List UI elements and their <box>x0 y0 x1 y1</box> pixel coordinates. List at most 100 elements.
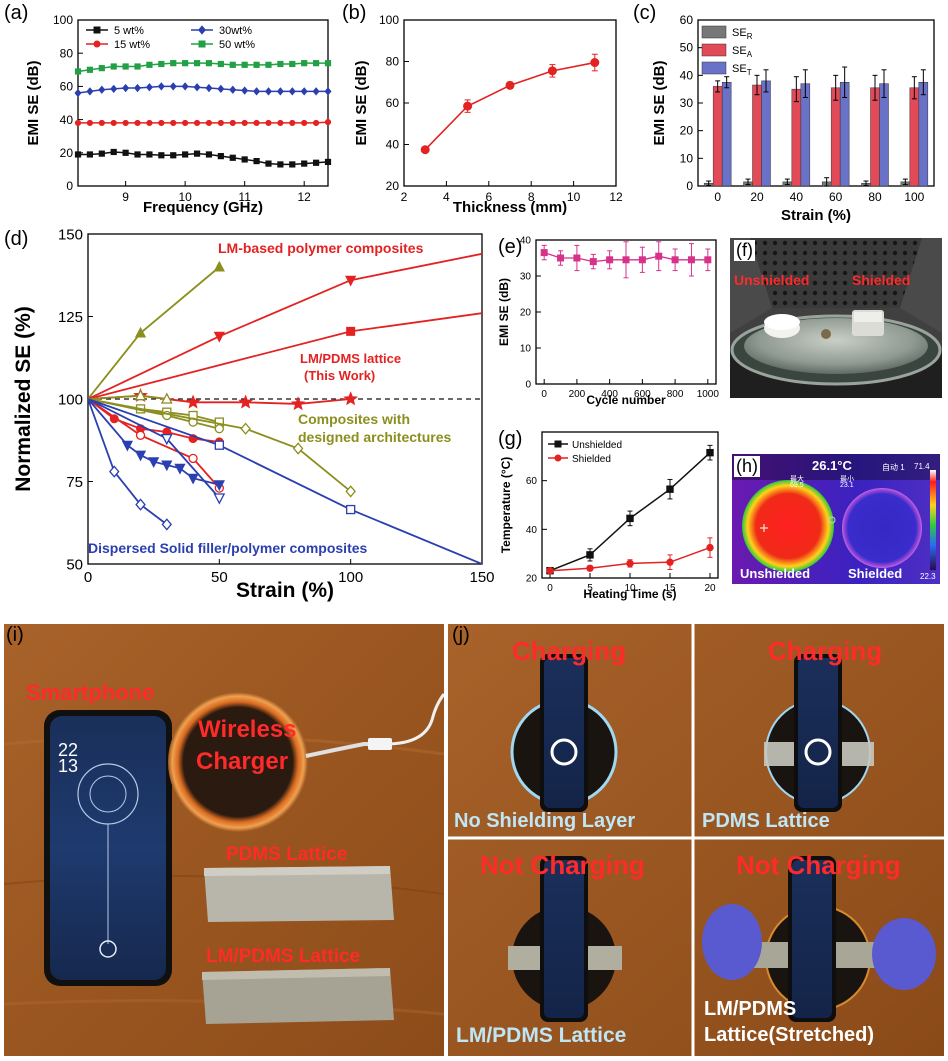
data-point <box>193 150 201 157</box>
legend-subscript: A <box>747 50 753 59</box>
data-point <box>324 158 332 166</box>
legend-label: 15 wt% <box>114 39 150 51</box>
data-point <box>253 119 260 127</box>
data-point <box>586 564 594 572</box>
photo-h-unshielded-label: Unshielded <box>740 566 811 581</box>
data-point <box>134 63 141 70</box>
bar <box>752 84 762 187</box>
bar <box>870 87 880 187</box>
y-tick-label: 10 <box>680 151 694 165</box>
photo-j-bl-status: Not Charging <box>480 850 645 880</box>
y-tick-label: 40 <box>60 113 74 127</box>
data-point <box>157 82 165 91</box>
bar <box>800 83 811 187</box>
photo-i-charger-label-1: Wireless <box>198 716 297 743</box>
series-line <box>77 62 328 73</box>
data-point <box>193 119 201 127</box>
data-point <box>110 119 117 127</box>
data-point <box>590 58 600 68</box>
x-tick-label: 5 <box>587 583 593 594</box>
legend-label: SER <box>732 27 753 41</box>
data-point <box>687 256 695 264</box>
photo-h-min-value: 23.1 <box>840 482 854 489</box>
photo-h-temp-readout: 26.1°C <box>812 458 852 473</box>
data-point <box>74 151 82 158</box>
y-tick-label: 60 <box>526 476 538 487</box>
y-tick-label: 30 <box>680 96 694 110</box>
data-point <box>146 151 153 158</box>
data-point <box>213 493 226 505</box>
annotation-label: LM-based polymer composites <box>218 240 424 256</box>
x-tick-label: 50 <box>211 569 228 586</box>
data-point <box>98 119 105 127</box>
y-tick-label: 100 <box>379 13 399 27</box>
x-axis-label: Frequency (GHz) <box>143 199 263 216</box>
y-tick-label: 40 <box>386 138 400 152</box>
data-point <box>622 256 630 264</box>
data-point <box>265 160 272 167</box>
data-point <box>301 119 308 127</box>
data-point <box>626 559 634 568</box>
y-tick-label: 50 <box>680 41 694 55</box>
data-point <box>241 156 248 163</box>
x-tick-label: 15 <box>664 583 676 594</box>
photo-j-tr-caption: PDMS Lattice <box>702 810 830 832</box>
photo-h-mode: 自动 1 <box>882 463 905 472</box>
x-tick-label: 2 <box>401 190 408 204</box>
data-point <box>289 119 296 127</box>
data-point <box>540 249 548 257</box>
photo-j-tl-caption: No Shielding Layer <box>454 810 636 832</box>
x-tick-label: 10 <box>178 190 192 204</box>
y-axis-label: EMI SE (dB) <box>651 60 668 145</box>
x-tick-label: 400 <box>601 389 618 400</box>
legend-label: SEA <box>732 45 753 59</box>
data-point <box>86 151 94 158</box>
photo-j-tl-status: Charging <box>512 636 627 666</box>
data-point <box>98 150 105 157</box>
data-point <box>655 252 663 260</box>
y-tick-label: 10 <box>520 344 532 355</box>
y-tick-label: 100 <box>53 13 73 27</box>
panel-letter-c: (c) <box>633 2 657 24</box>
data-point <box>122 149 129 156</box>
chart-b-emi-se-thickness: 20 40 60 80 100 2 4 6 8 10 12 Thickness (mm) EMI SE … <box>353 13 623 216</box>
data-point <box>161 518 173 531</box>
photo-i-setup: (i) Smartphone 22 13 Wireless Charger PDM… <box>4 624 444 1056</box>
photo-f-letter: (f) <box>734 240 755 261</box>
legend-label: 50 wt% <box>219 39 255 51</box>
photo-i-lm-pdms-label: LM/PDMS Lattice <box>206 946 361 967</box>
y-tick-label: 50 <box>66 556 83 573</box>
panel-letter-g: (g) <box>498 428 523 450</box>
data-point <box>182 60 189 67</box>
x-tick-label: 150 <box>469 569 494 586</box>
annotation-label: designed architectures <box>298 429 451 445</box>
y-tick-label: 60 <box>60 80 74 94</box>
photo-i-letter: (i) <box>6 624 24 646</box>
y-tick-label: 80 <box>386 55 400 69</box>
plot-frame <box>77 19 329 187</box>
data-point <box>606 256 614 264</box>
data-point <box>638 256 646 264</box>
x-tick-label: 800 <box>667 389 684 400</box>
data-point <box>158 60 165 68</box>
data-point <box>345 275 357 287</box>
data-point <box>312 159 320 166</box>
series-line <box>88 266 220 400</box>
data-point <box>110 63 117 70</box>
data-point <box>253 158 260 165</box>
chart-c-emi-se-strain-bars: 0 10 20 30 40 50 60 0 20 40 60 80 100 Strain (%) EMI S… <box>651 13 935 224</box>
series-line <box>77 85 328 94</box>
bar <box>712 86 723 187</box>
data-point <box>463 101 473 111</box>
data-point <box>122 63 129 70</box>
legend-marker <box>93 40 101 48</box>
x-tick-label: 20 <box>704 583 716 594</box>
photo-h-thermal-image: (h) 26.1°C 自动 1 71.4 最大 69.5 最小 23.1 Uns… <box>732 454 940 584</box>
y-axis-label: Normalized SE (%) <box>12 306 35 492</box>
data-point <box>122 119 129 127</box>
data-point <box>301 160 308 167</box>
data-point <box>301 60 308 67</box>
photo-h-shielded-label: Shielded <box>848 566 903 581</box>
bar <box>879 83 889 187</box>
legend-swatch <box>701 43 727 57</box>
